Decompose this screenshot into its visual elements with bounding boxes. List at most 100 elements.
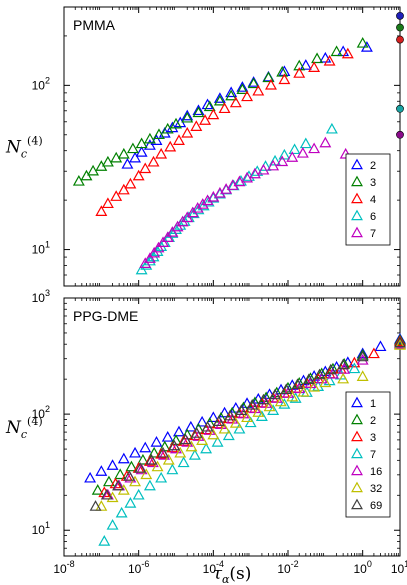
- data-point: [367, 347, 380, 359]
- legend-label: 7: [370, 449, 376, 461]
- data-point: [95, 500, 108, 511]
- data-point: [241, 397, 254, 408]
- data-point: [87, 164, 100, 176]
- data-point: [129, 151, 142, 163]
- data-point: [319, 51, 332, 63]
- data-point: [117, 147, 130, 159]
- data-point: [139, 162, 152, 174]
- data-point: [278, 73, 291, 85]
- data-point: [171, 220, 184, 232]
- legend-marker: [351, 413, 363, 425]
- data-point: [190, 120, 203, 131]
- data-point: [110, 190, 123, 201]
- data-point: [112, 479, 124, 491]
- data-point: [166, 441, 179, 453]
- data-point: [302, 373, 315, 385]
- data-point: [248, 396, 261, 408]
- data-point: [132, 169, 145, 181]
- series-7: [139, 136, 352, 268]
- data-point: [311, 52, 324, 64]
- legend-label: 2: [370, 415, 376, 427]
- y-tick-label: 101: [32, 240, 50, 257]
- data-point: [394, 336, 406, 348]
- data-point: [135, 137, 148, 149]
- data-point: [348, 362, 361, 374]
- series-32: [95, 339, 406, 511]
- data-point: [218, 406, 231, 418]
- data-point: [319, 136, 332, 148]
- data-point: [150, 134, 163, 145]
- data-point: [201, 194, 214, 206]
- data-point: [356, 37, 369, 48]
- legend-label: 1: [370, 398, 376, 410]
- data-point: [244, 416, 257, 428]
- data-point: [247, 77, 260, 89]
- data-point: [157, 446, 170, 458]
- data-point: [181, 109, 194, 121]
- data-point: [326, 362, 339, 374]
- legend-marker: [351, 481, 363, 493]
- data-point: [282, 381, 294, 393]
- legend-label: 3: [370, 177, 376, 189]
- data-point: [337, 358, 350, 370]
- legend-label: 3: [370, 432, 376, 444]
- data-point: [145, 453, 158, 465]
- data-point: [203, 100, 216, 112]
- x-tick-label: 100: [353, 559, 371, 576]
- data-point: [207, 411, 220, 423]
- data-point: [348, 356, 361, 368]
- data-point: [288, 143, 301, 155]
- data-point: [394, 337, 406, 349]
- legend-label: 7: [370, 228, 376, 240]
- data-point: [98, 535, 111, 546]
- data-point: [89, 500, 102, 511]
- data-point: [139, 257, 152, 268]
- data-point: [200, 442, 213, 454]
- data-point: [356, 350, 369, 362]
- data-point: [181, 111, 194, 123]
- data-point: [151, 460, 164, 472]
- data-point: [299, 137, 312, 149]
- legend: 1 2 3 7 16 32 69: [345, 391, 391, 518]
- data-point: [229, 417, 242, 428]
- data-point: [235, 404, 248, 415]
- y-tick-label: 101: [32, 520, 50, 537]
- axes-frame: [63, 6, 401, 287]
- legend-marker: [351, 192, 363, 204]
- data-point: [257, 393, 270, 405]
- data-point: [164, 140, 177, 152]
- data-point: [192, 106, 205, 118]
- data-point: [241, 90, 254, 102]
- legend-label: 69: [370, 500, 382, 512]
- limit-marker-3: [396, 23, 404, 32]
- legend-label: 32: [370, 483, 382, 495]
- data-point: [293, 59, 306, 71]
- data-point: [213, 92, 226, 103]
- data-point: [148, 246, 161, 258]
- data-point: [296, 146, 309, 158]
- data-point: [140, 468, 153, 480]
- data-point: [291, 378, 304, 389]
- data-point: [263, 400, 276, 412]
- legend-marker: [351, 209, 363, 221]
- data-point: [247, 76, 260, 87]
- data-point: [241, 411, 254, 423]
- data-point: [196, 198, 209, 209]
- data-point: [337, 372, 350, 384]
- data-point: [117, 183, 130, 195]
- data-point: [233, 422, 246, 434]
- data-point: [106, 459, 119, 470]
- data-point: [177, 456, 190, 468]
- data-point: [213, 186, 226, 198]
- data-point: [252, 406, 265, 417]
- data-point: [123, 470, 136, 481]
- data-point: [117, 452, 130, 464]
- data-point: [257, 163, 270, 175]
- panel-bottom: 10-8 10-6 10-4 10-2 100 101 101 102 103 PPG-DME Nc…: [5, 288, 407, 576]
- data-point: [252, 84, 265, 96]
- data-point: [324, 363, 337, 375]
- panel-title: PPG-DME: [73, 308, 138, 324]
- data-point: [143, 132, 156, 144]
- data-point: [319, 376, 332, 388]
- x-tick-label: 10-8: [53, 559, 74, 576]
